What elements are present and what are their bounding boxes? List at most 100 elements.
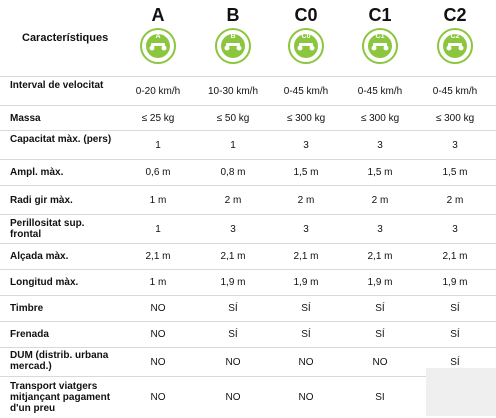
- table-row: Frenada NO SÍ SÍ SÍ SÍ: [0, 321, 496, 347]
- cell-b: 10-30 km/h: [207, 85, 259, 97]
- row-label: Massa: [10, 112, 41, 124]
- row-label: Transport viatgers mitjançant pagament d…: [10, 381, 111, 414]
- cell-a: 0,6 m: [145, 167, 171, 178]
- table-header: Característiques A A B B C0 C0 C1 C1 C2 C2: [0, 0, 496, 76]
- cell-c2: 2,1 m: [442, 251, 468, 262]
- cell-c2: 0-45 km/h: [432, 85, 478, 97]
- table-row: Interval de velocitat 0-20 km/h 10-30 km/h…: [0, 76, 496, 105]
- cell-a: NO: [150, 392, 166, 403]
- cell-c1: 0-45 km/h: [357, 85, 403, 97]
- features-column-header: Característiques: [22, 32, 109, 44]
- cell-c0: 1,9 m: [293, 277, 319, 288]
- cell-a: NO: [150, 356, 166, 368]
- cell-a: 1: [155, 139, 161, 151]
- category-code: B: [226, 5, 240, 25]
- cell-b: 3: [230, 223, 236, 235]
- cell-c1: NO: [372, 356, 388, 368]
- row-label: Alçada màx.: [10, 251, 69, 262]
- cell-a: ≤ 25 kg: [141, 112, 175, 124]
- cell-b: SÍ: [228, 303, 238, 314]
- cell-c0: SÍ: [301, 329, 311, 340]
- cargo-van-icon: C2: [437, 28, 473, 64]
- cell-c2: SÍ: [450, 356, 460, 368]
- table-row: Longitud màx. 1 m 1,9 m 1,9 m 1,9 m 1,9 m: [0, 269, 496, 295]
- segway-icon: B: [215, 28, 251, 64]
- row-label: Capacitat màx. (pers): [10, 134, 112, 145]
- cell-c1: ≤ 300 kg: [360, 112, 400, 124]
- cell-c2: SÍ: [450, 329, 460, 340]
- cell-b: ≤ 50 kg: [216, 112, 250, 124]
- cell-c2: 3: [452, 223, 458, 235]
- cell-b: NO: [225, 356, 241, 368]
- row-label: Ampl. màx.: [10, 167, 64, 178]
- cell-a: NO: [150, 303, 166, 314]
- category-header-c1: C1 C1: [352, 4, 408, 64]
- cell-c0: 2 m: [297, 194, 315, 206]
- cargo-trike-icon: C0: [288, 28, 324, 64]
- cell-b: SÍ: [228, 329, 238, 340]
- cell-b: 0,8 m: [220, 167, 246, 178]
- row-label: Longitud màx.: [10, 277, 79, 288]
- cell-c0: NO: [298, 356, 314, 368]
- cell-c0: 0-45 km/h: [283, 85, 329, 97]
- category-badge-label: C1: [375, 33, 385, 40]
- cell-a: 1 m: [149, 194, 167, 206]
- row-label: Perillositat sup. frontal: [10, 218, 85, 240]
- skateboard-icon: A: [140, 28, 176, 64]
- cell-c1: SI: [375, 392, 385, 403]
- cell-c1: 3: [377, 223, 383, 235]
- row-label: DUM (distrib. urbana mercad.): [10, 350, 109, 372]
- category-header-c0: C0 C0: [278, 4, 334, 64]
- cell-c1: 1,9 m: [367, 277, 393, 288]
- category-badge-label: A: [155, 33, 161, 40]
- table-row: Transport viatgers mitjançant pagament d…: [0, 376, 496, 418]
- pedicab-icon: C1: [362, 28, 398, 64]
- category-badge-label: B: [230, 33, 236, 40]
- cell-a: NO: [150, 329, 166, 340]
- cell-c0: 1,5 m: [293, 167, 319, 178]
- cell-c1: 2,1 m: [367, 251, 393, 262]
- cell-c1: SÍ: [375, 303, 385, 314]
- cell-b: 1,9 m: [220, 277, 246, 288]
- cell-c2: SÍ: [450, 303, 460, 314]
- category-code: C1: [368, 5, 392, 25]
- cell-c0: SÍ: [301, 303, 311, 314]
- category-code: A: [151, 5, 165, 25]
- category-header-c2: C2 C2: [427, 4, 483, 64]
- category-code: C2: [443, 5, 467, 25]
- table-row: Perillositat sup. frontal 1 3 3 3 3: [0, 214, 496, 243]
- cell-c1: 3: [377, 139, 383, 151]
- row-label: Frenada: [10, 329, 49, 340]
- cell-a: 2,1 m: [145, 251, 171, 262]
- cell-a: 1 m: [149, 277, 167, 288]
- cell-c2: 2 m: [446, 194, 464, 206]
- cell-c0: 2,1 m: [293, 251, 319, 262]
- cell-c1: 1,5 m: [367, 167, 393, 178]
- category-badge-label: C2: [450, 33, 460, 40]
- cell-c0: 3: [303, 139, 309, 151]
- table-row: Ampl. màx. 0,6 m 0,8 m 1,5 m 1,5 m 1,5 m: [0, 159, 496, 185]
- row-label: Timbre: [10, 303, 44, 314]
- cell-c2: 3: [452, 139, 458, 151]
- table-row: Radi gir màx. 1 m 2 m 2 m 2 m 2 m: [0, 185, 496, 214]
- table-row: Capacitat màx. (pers) 1 1 3 3 3: [0, 130, 496, 159]
- cell-b: 2,1 m: [220, 251, 246, 262]
- row-label: Interval de velocitat: [10, 80, 104, 91]
- table-body: Interval de velocitat 0-20 km/h 10-30 km/h…: [0, 76, 496, 418]
- cell-b: 2 m: [224, 194, 242, 206]
- cell-c2: ≤ 300 kg: [435, 112, 475, 124]
- cell-c0: ≤ 300 kg: [286, 112, 326, 124]
- cell-c1: SÍ: [375, 329, 385, 340]
- cell-c2: 1,9 m: [442, 277, 468, 288]
- cell-c0: 3: [303, 223, 309, 235]
- table-row: Timbre NO SÍ SÍ SÍ SÍ: [0, 295, 496, 321]
- category-badge-label: C0: [301, 33, 311, 40]
- cell-a: 0-20 km/h: [135, 85, 181, 97]
- cell-b: NO: [225, 392, 241, 403]
- row-label: Radi gir màx.: [10, 194, 73, 206]
- table-row: Massa ≤ 25 kg ≤ 50 kg ≤ 300 kg ≤ 300 kg ≤ 300…: [0, 105, 496, 130]
- category-code: C0: [294, 5, 318, 25]
